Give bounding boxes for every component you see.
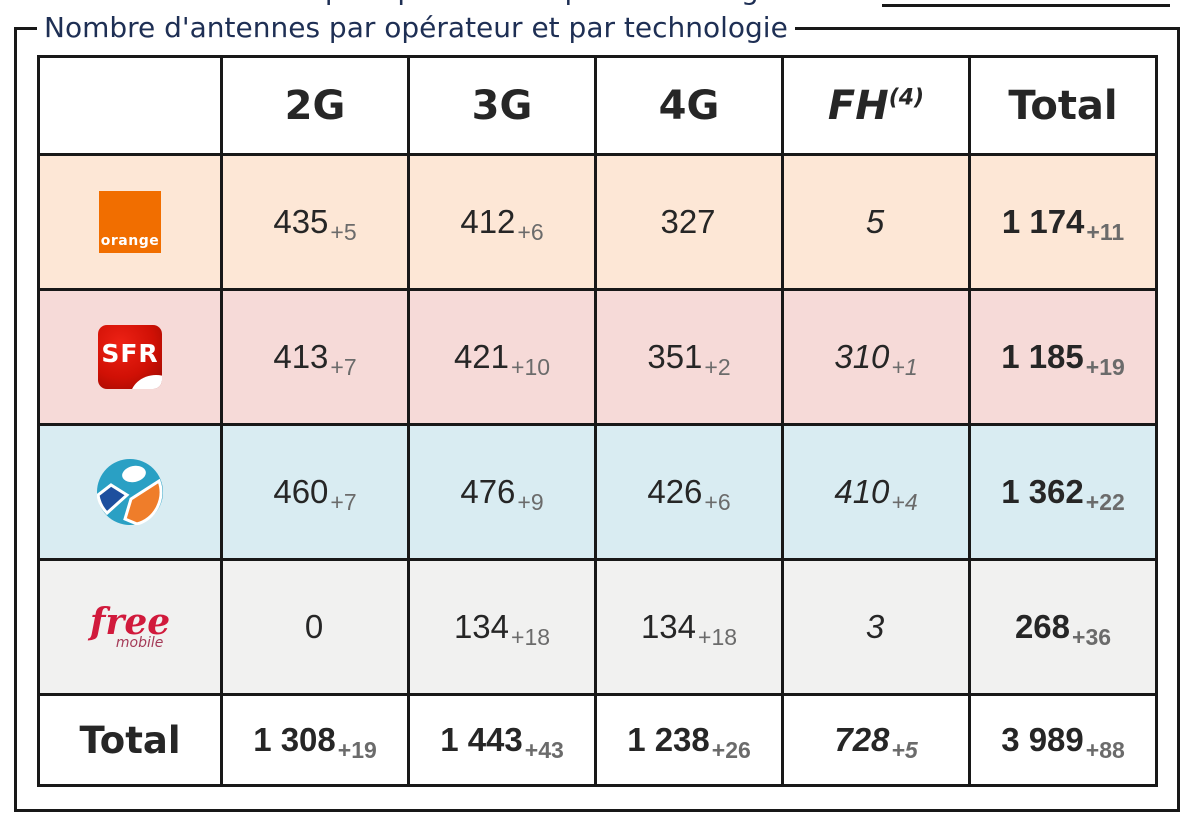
delta-badge: +5 [891,737,918,763]
cell-total-total: 3 989+88 [968,693,1158,787]
delta-badge: +6 [704,489,731,515]
delta-badge: +11 [1086,219,1125,245]
delta-badge: +18 [511,624,551,650]
operator-cell-orange: orange [37,153,223,291]
cell-free-2g: 0 [220,558,410,696]
orange-logo-icon: orange [99,191,161,253]
bouygues-telecom-logo-icon [97,459,163,525]
cell-sfr-total: 1 185+19 [968,288,1158,426]
row-free: free mobile 0 134+18 134+18 3 268+36 [37,558,1158,696]
cell-sfr-4g: 351+2 [594,288,784,426]
col-header-fh: FH(4) [781,55,971,156]
delta-badge: +4 [891,489,918,515]
delta-badge: +9 [517,489,544,515]
delta-badge: +19 [337,737,377,763]
row-sfr: SFR 413+7 421+10 351+2 310+1 1 185+19 [37,288,1158,426]
cell-sfr-2g: 413+7 [220,288,410,426]
header-row: 2G 3G 4G FH(4) Total [37,55,1158,156]
col-header-2g: 2G [220,55,410,156]
cell-bouygues-total: 1 362+22 [968,423,1158,561]
fh-footnote-marker: (4) [888,85,925,111]
operator-cell-bouygues [37,423,223,561]
cell-bouygues-4g: 426+6 [594,423,784,561]
clipped-previous-legend: Nombre d'antennes par opérateur et par t… [40,0,880,7]
cell-total-3g: 1 443+43 [407,693,597,787]
cell-orange-2g: 435+5 [220,153,410,291]
delta-badge: +22 [1085,489,1125,515]
total-row-label-cell: Total [37,693,223,787]
cell-bouygues-fh: 410+4 [781,423,971,561]
page-title: Nombre d'antennes par opérateur et par t… [44,11,788,44]
cell-free-4g: 134+18 [594,558,784,696]
row-orange: orange 435+5 412+6 327 5 1 174+11 [37,153,1158,291]
delta-badge: +36 [1072,624,1112,650]
cell-orange-fh: 5 [781,153,971,291]
cell-bouygues-3g: 476+9 [407,423,597,561]
col-header-total: Total [968,55,1158,156]
sfr-logo-swoosh [130,375,162,389]
cell-total-4g: 1 238+26 [594,693,784,787]
free-mobile-logo-icon: free mobile [89,601,171,651]
cell-orange-4g: 327 [594,153,784,291]
row-total: Total 1 308+19 1 443+43 1 238+26 728+5 3… [37,693,1158,787]
delta-badge: +6 [517,219,544,245]
cell-total-2g: 1 308+19 [220,693,410,787]
delta-badge: +7 [330,489,357,515]
operator-cell-free: free mobile [37,558,223,696]
delta-badge: +7 [330,354,357,380]
delta-badge: +5 [330,219,357,245]
cell-bouygues-2g: 460+7 [220,423,410,561]
cell-free-total: 268+36 [968,558,1158,696]
cell-orange-3g: 412+6 [407,153,597,291]
clipped-previous-legend-text: Nombre d'antennes par opérateur et par t… [40,0,880,7]
cell-sfr-fh: 310+1 [781,288,971,426]
delta-badge: +2 [704,354,731,380]
col-header-3g: 3G [407,55,597,156]
cell-orange-total: 1 174+11 [968,153,1158,291]
sfr-logo-icon: SFR [98,325,162,389]
col-header-4g: 4G [594,55,784,156]
delta-badge: +10 [511,354,551,380]
clipped-previous-legend-line [882,4,1170,7]
delta-badge: +88 [1085,737,1125,763]
delta-badge: +19 [1085,354,1125,380]
antennas-table: 2G 3G 4G FH(4) Total orange 435+5 412+6 … [37,55,1158,787]
corner-cell [37,55,223,156]
cell-sfr-3g: 421+10 [407,288,597,426]
delta-badge: +1 [891,354,918,380]
cell-free-3g: 134+18 [407,558,597,696]
delta-badge: +18 [698,624,738,650]
cell-total-fh: 728+5 [781,693,971,787]
cell-free-fh: 3 [781,558,971,696]
table-frame: Nombre d'antennes par opérateur et par t… [14,12,1180,812]
delta-badge: +26 [711,737,751,763]
row-bouygues: 460+7 476+9 426+6 410+4 1 362+22 [37,423,1158,561]
operator-cell-sfr: SFR [37,288,223,426]
delta-badge: +43 [524,737,564,763]
